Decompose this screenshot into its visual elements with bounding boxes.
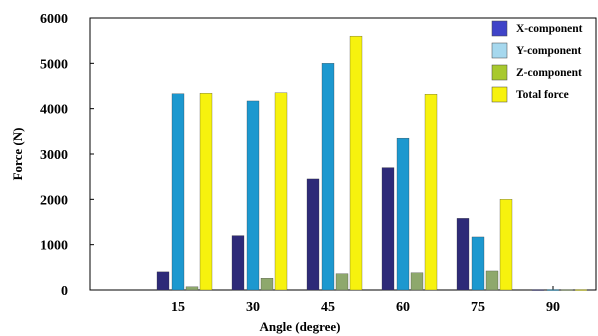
bar-y-component-60	[396, 137, 410, 291]
bar-y-component-90	[546, 289, 560, 291]
bar-z-component-15	[185, 286, 199, 291]
bar-x-component-75	[456, 218, 470, 291]
bar-y-component-30	[246, 100, 260, 291]
legend-label: X-component	[516, 23, 583, 35]
bar-x-component-60	[381, 167, 395, 291]
bar-total-force-15	[199, 93, 213, 291]
bar-z-component-75	[485, 270, 499, 291]
bar-x-component-15	[156, 271, 170, 291]
legend-label: Z-component	[516, 67, 582, 79]
legend-swatch-y-component	[491, 42, 508, 59]
y-tick-label: 4000	[40, 103, 68, 118]
y-tick-label: 3000	[40, 148, 68, 163]
x-tick-label: 45	[321, 300, 335, 315]
bar-x-component-90	[531, 289, 545, 291]
x-tick-label: 60	[396, 300, 410, 315]
y-axis-ticks: 0 1000 2000 3000 4000 5000 6000	[40, 12, 94, 299]
bar-z-component-90	[560, 289, 574, 291]
legend-label: Total force	[516, 89, 569, 101]
legend-swatch-x-component	[491, 20, 508, 37]
x-tick-label: 90	[546, 300, 560, 315]
bar-y-component-45	[321, 63, 335, 291]
legend: X-component Y-component Z-component Total f…	[486, 19, 595, 115]
bar-total-force-90	[574, 289, 588, 291]
bar-total-force-45	[349, 35, 363, 291]
bar-total-force-30	[274, 92, 288, 291]
y-tick-label: 2000	[40, 193, 68, 208]
bar-x-component-30	[231, 235, 245, 291]
x-axis-label: Angle (degree)	[260, 319, 341, 334]
y-tick-label: 0	[61, 284, 68, 299]
y-axis-label: Force (N)	[10, 128, 25, 181]
legend-label: Y-component	[516, 45, 582, 57]
y-tick-label: 1000	[40, 239, 68, 254]
bar-x-component-45	[306, 178, 320, 291]
bar-y-component-15	[171, 93, 185, 291]
legend-swatch-z-component	[491, 64, 508, 81]
x-tick-label: 15	[171, 300, 185, 315]
legend-swatch-total-force	[491, 86, 508, 103]
bar-total-force-60	[424, 94, 438, 291]
y-tick-label: 5000	[40, 57, 68, 72]
bar-z-component-45	[335, 273, 349, 291]
x-tick-label: 30	[246, 300, 260, 315]
y-tick-label: 6000	[40, 12, 68, 27]
bar-total-force-75	[499, 199, 513, 291]
bar-y-component-75	[471, 236, 485, 291]
bars-group	[156, 35, 588, 291]
bar-z-component-60	[410, 272, 424, 291]
bar-z-component-30	[260, 278, 274, 291]
x-tick-label: 75	[471, 300, 485, 315]
